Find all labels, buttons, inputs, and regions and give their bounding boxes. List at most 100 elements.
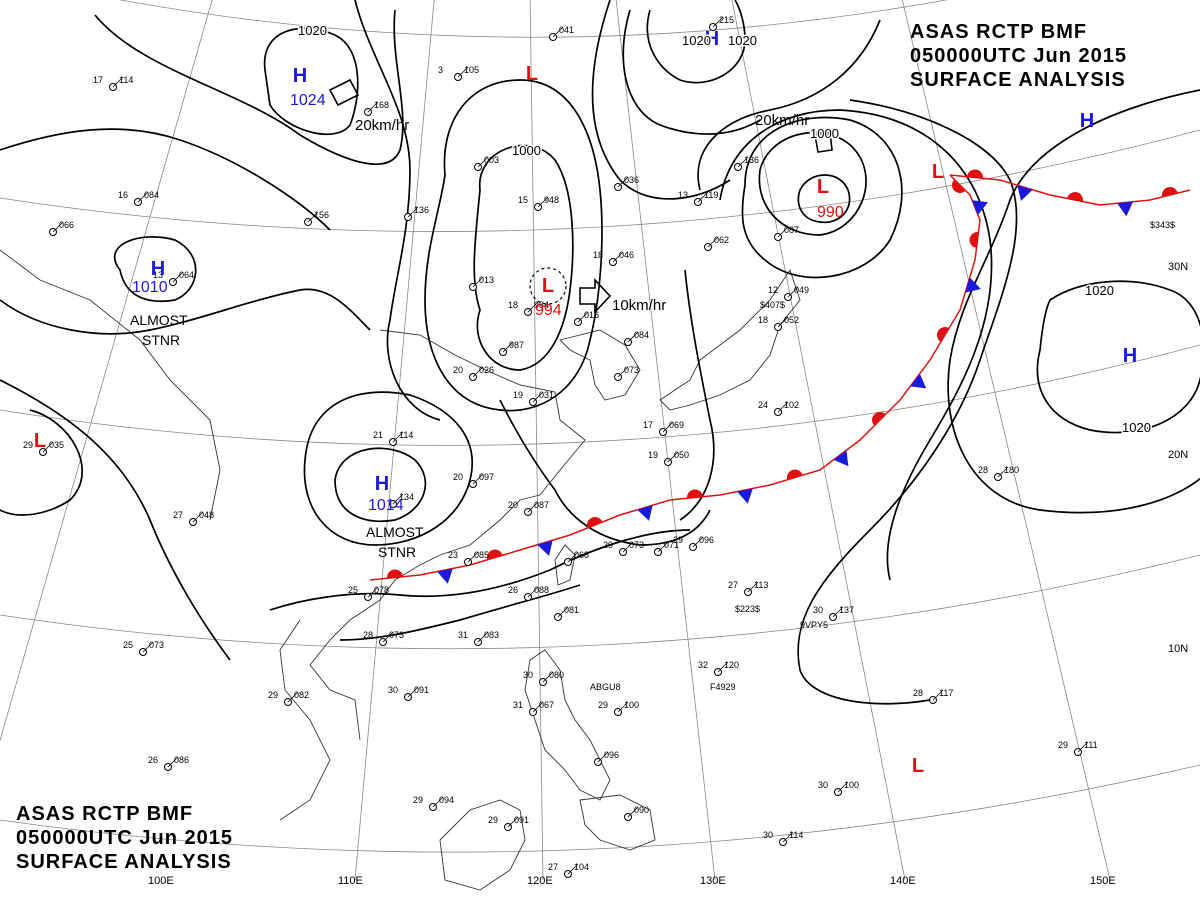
isobar-20: [719, 109, 993, 581]
station-temperature: 23: [448, 550, 458, 560]
cold-front-triangle: [833, 450, 849, 467]
wind-barb: [837, 781, 849, 793]
station-temperature: 29: [268, 690, 278, 700]
isobar-16: [697, 19, 881, 191]
low-symbol: L: [932, 161, 944, 183]
station-temperature: 3: [438, 65, 443, 75]
wind-barb: [537, 196, 549, 208]
station-pressure: 049: [794, 285, 809, 295]
station-temperature: 19: [513, 390, 523, 400]
motion-speed-label: 20km/hr: [755, 112, 809, 129]
wind-barb: [407, 206, 419, 218]
parallel-20n: [0, 344, 1200, 446]
station-pressure: 100: [624, 700, 639, 710]
station-plot: 987: [499, 340, 524, 356]
isobar-27: [0, 128, 331, 231]
station-temperature: 32: [698, 660, 708, 670]
station-plot: 3 105: [438, 65, 479, 81]
station-pressure: 102: [784, 400, 799, 410]
high-pressure-center: H: [1123, 345, 1137, 367]
cold-front-triangle: [537, 540, 553, 556]
system-annotation: STNR: [142, 332, 180, 348]
coastline-japan: [659, 268, 801, 411]
wind-barb: [612, 251, 624, 263]
wind-barb: [467, 551, 479, 563]
isobar-24: [797, 99, 1018, 705]
wind-barb: [192, 511, 204, 523]
high-symbol: H: [151, 258, 165, 280]
wind-barb: [367, 586, 379, 598]
warm-front-semicircle: [872, 412, 886, 426]
motion-arrow-2: [579, 277, 612, 315]
meridian-150e: [901, 0, 1111, 881]
station-pressure: 084: [144, 190, 159, 200]
cold-front-triangle: [737, 488, 753, 504]
station-pressure: 104: [574, 862, 589, 872]
low-symbol: L: [817, 176, 829, 198]
station-pressure: 052: [784, 315, 799, 325]
isobar-label: 1000: [810, 126, 839, 141]
station-pressure: 086: [174, 755, 189, 765]
station-plot: 31 083: [458, 630, 499, 646]
isobar-13: [646, 0, 746, 84]
station-temperature: 27: [728, 580, 738, 590]
motion-speed-label: 10km/hr: [612, 297, 666, 314]
station-pressure: 050: [674, 450, 689, 460]
wind-barb: [697, 191, 709, 203]
station-plot: 29 082: [268, 690, 309, 706]
station-plot: 156: [304, 210, 329, 226]
station-temperature: 30: [813, 605, 823, 615]
wind-barb: [567, 551, 579, 563]
station-pressure: 987: [509, 340, 524, 350]
station-temperature: 12: [768, 285, 778, 295]
wind-barb: [627, 331, 639, 343]
longitude-label: 150E: [1090, 875, 1116, 887]
wind-barb: [577, 311, 589, 323]
isobar-2: [94, 9, 404, 165]
station-plot: 28 180: [978, 465, 1019, 481]
center-pressure-value: 1024: [290, 92, 326, 109]
ship-id: 9VPY5: [800, 620, 828, 630]
isobar-4: [473, 144, 574, 371]
wind-barb: [667, 451, 679, 463]
coastline-taiwan: [554, 544, 576, 586]
longitude-label: 100E: [148, 875, 174, 887]
station-pressure: 003: [484, 155, 499, 165]
coastline-indochina: [279, 619, 331, 821]
station-temperature: 19: [648, 450, 658, 460]
warm-front-semicircle: [952, 179, 966, 193]
high-symbol: H: [293, 65, 307, 87]
station-plot: 28 117: [913, 688, 953, 704]
warm-front-semicircle: [587, 517, 603, 528]
isobar-label: 1020: [1085, 283, 1114, 298]
station-pressure: 071: [664, 540, 679, 550]
station-plot: 25 078: [348, 585, 389, 601]
wind-barb: [432, 796, 444, 808]
station-pressure: 117: [939, 688, 953, 698]
station-pressure: 046: [619, 250, 634, 260]
station-temperature: 13: [153, 270, 163, 280]
station-temperature: 27: [548, 862, 558, 872]
low-pressure-center: L: [912, 755, 924, 777]
station-pressure: 119: [704, 190, 718, 200]
motion-arrow-1: [328, 78, 360, 107]
station-pressure: 180: [1004, 465, 1019, 475]
wind-barb: [567, 863, 579, 875]
wind-barb: [52, 221, 64, 233]
station-pressure: 113: [754, 580, 768, 590]
station-pressure: 048: [199, 510, 214, 520]
station-plot: 15 948: [518, 195, 559, 211]
wind-barb: [307, 211, 319, 223]
station-pressure: 111: [1084, 740, 1098, 750]
cold-front-triangle: [965, 277, 981, 293]
cold-front-triangle: [972, 200, 988, 215]
station-pressure: 064: [179, 270, 194, 280]
station-pressure: 168: [374, 100, 389, 110]
wind-barb: [457, 66, 469, 78]
station-temperature: 15: [518, 195, 528, 205]
station-plot: 29 091: [488, 815, 529, 831]
isobar-21: [679, 269, 715, 521]
ship-id: $343$: [1150, 220, 1175, 230]
isobar-23: [947, 89, 1200, 514]
isobar-3: [113, 236, 197, 302]
